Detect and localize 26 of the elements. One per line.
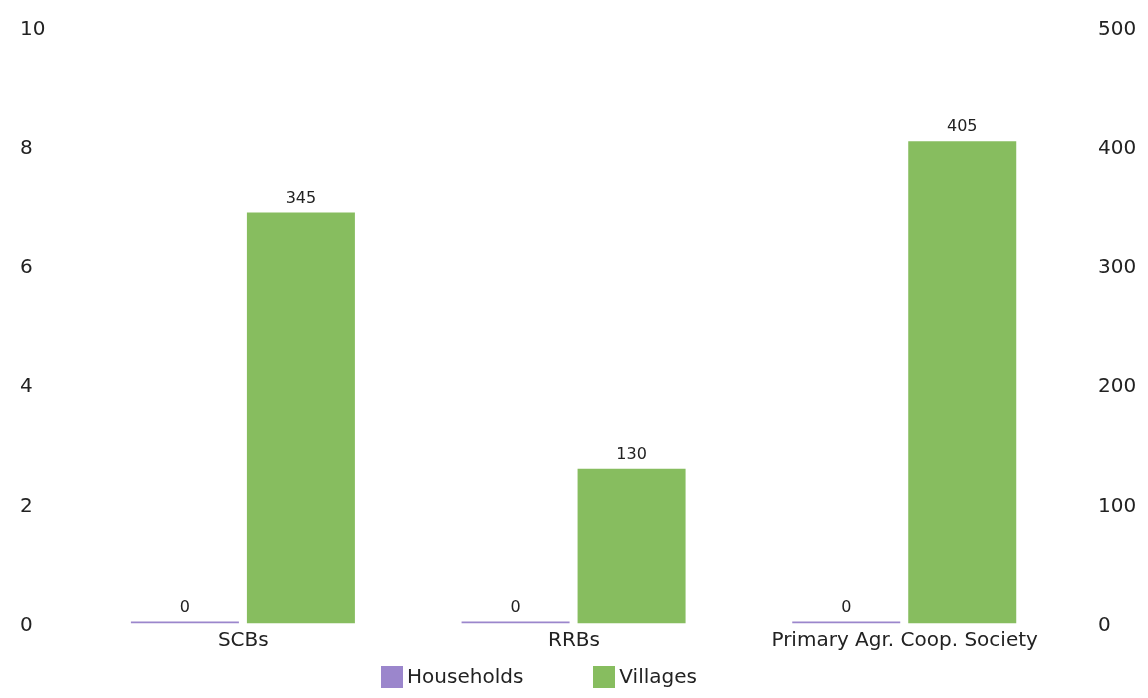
data-label: 0 — [179, 596, 190, 616]
y2-tick-label: 200 — [1098, 373, 1137, 398]
bar — [246, 212, 355, 624]
y2-tick-label: 0 — [1098, 611, 1111, 636]
data-label: 0 — [510, 596, 521, 616]
y-tick-label: 0 — [20, 611, 33, 636]
legend-label: Villages — [619, 663, 697, 688]
x-tick-label: SCBs — [217, 626, 269, 651]
y-tick-label: 4 — [20, 373, 33, 398]
y2-tick-label: 300 — [1098, 254, 1137, 279]
y2-tick-label: 400 — [1098, 135, 1137, 160]
data-label: 405 — [946, 116, 978, 136]
bar — [577, 468, 686, 624]
legend-label: Households — [407, 663, 524, 688]
bar — [908, 141, 1017, 624]
y-tick-label: 8 — [20, 135, 33, 160]
data-label: 0 — [841, 596, 852, 616]
y-tick-label: 2 — [20, 492, 33, 517]
data-label: 345 — [285, 187, 317, 207]
y-tick-label: 10 — [20, 16, 46, 41]
y2-tick-label: 500 — [1098, 16, 1137, 41]
y2-tick-label: 100 — [1098, 492, 1137, 517]
y-tick-label: 6 — [20, 254, 33, 279]
x-tick-label: Primary Agr. Coop. Society — [771, 626, 1039, 651]
x-tick-label: RRBs — [548, 626, 600, 651]
data-label: 130 — [616, 443, 647, 463]
